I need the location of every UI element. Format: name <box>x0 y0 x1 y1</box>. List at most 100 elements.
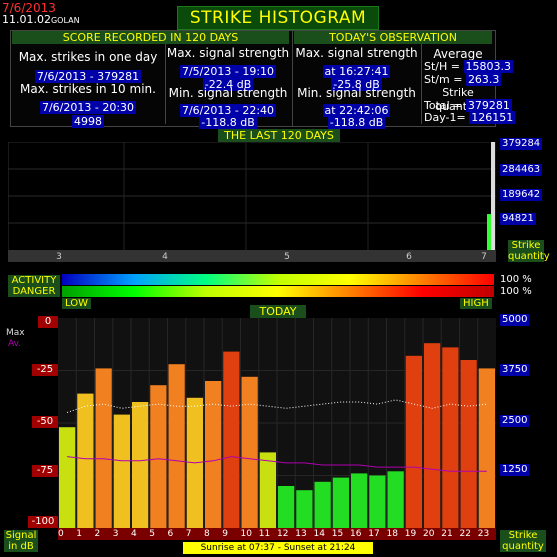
today-obs-heading: TODAY'S OBSERVATION <box>294 31 492 44</box>
today-bar <box>351 473 368 528</box>
day1-label: Day-1= <box>424 111 466 124</box>
min-signal-label: Min. signal strength <box>168 86 288 100</box>
max-signal-label: Max. signal strength <box>166 46 290 60</box>
last120-x-label: 3 <box>56 252 62 262</box>
average-label: Average <box>433 47 483 61</box>
last120-y-tick: 189642 <box>500 189 543 201</box>
today-bar <box>369 475 386 528</box>
stm-row: St/m = 263.3 <box>424 73 502 86</box>
last120-plot-area <box>8 142 496 262</box>
last120-heading: THE LAST 120 DAYS <box>218 129 340 142</box>
version-label: 11.01.02GOLAN <box>2 13 80 26</box>
today-max-signal-value: -25.8 dB <box>331 78 382 91</box>
today-hour-label: 20 <box>423 529 435 539</box>
sun-times: Sunrise at 07:37 - Sunset at 21:24 <box>183 542 373 554</box>
max-one-day-value: 7/6/2013 - 379281 <box>34 70 142 83</box>
today-bar <box>442 347 459 528</box>
activity-percent: 100 % <box>500 274 532 285</box>
last120-x-label: 4 <box>162 252 168 262</box>
last120-y-tick: 284463 <box>500 164 543 176</box>
max-signal-time: 7/5/2013 - 19:10 <box>179 65 277 78</box>
today-max-signal-label: Max. signal strength <box>295 46 418 60</box>
min-signal-value: -118.8 dB <box>199 116 257 129</box>
last120-x-axis <box>8 250 496 262</box>
last120-bar <box>491 142 495 250</box>
total-row: Total = 379281 <box>424 99 512 112</box>
today-bar <box>241 376 258 528</box>
today-bar <box>113 414 130 528</box>
today-hour-label: 15 <box>331 529 344 539</box>
quantity-text: quantity <box>508 251 550 262</box>
today-bar <box>59 427 76 528</box>
sth-value: 15803.3 <box>463 60 513 73</box>
today-bar <box>296 490 313 528</box>
today-min-signal-time: at 22:42:06 <box>322 104 391 117</box>
today-bar <box>314 481 331 528</box>
today-hour-label: 4 <box>131 529 137 539</box>
today-chart <box>58 318 496 528</box>
in-db-text: in dB <box>8 541 34 552</box>
today-right-tick: 3750 <box>500 364 530 376</box>
sth-label: St/H = <box>424 60 460 73</box>
last120-y-tick: 94821 <box>500 213 536 225</box>
version-number: 11.01.02 <box>2 13 51 26</box>
today-right-tick: 5000 <box>500 314 530 326</box>
today-hour-label: 11 <box>258 529 271 539</box>
last120-bar <box>487 214 491 250</box>
today-bar <box>95 368 112 528</box>
stm-value: 263.3 <box>465 73 502 86</box>
max-10min-count: 4998 <box>72 115 104 128</box>
today-left-tick: -100 <box>28 516 58 528</box>
signal-text: Signal <box>5 530 37 541</box>
today-bar <box>77 393 94 528</box>
today-left-tick: -50 <box>32 416 58 428</box>
danger-label: DANGER <box>8 286 60 297</box>
today-bar <box>332 477 349 528</box>
today-bar <box>205 381 222 528</box>
strike-text: Strike <box>508 530 538 541</box>
stm-label: St/m = <box>424 73 463 86</box>
date-label: 7/6/2013 <box>2 1 56 15</box>
today-hour-label: 6 <box>167 529 174 539</box>
today-left-tick: -25 <box>32 364 58 376</box>
high-label: HIGH <box>460 298 492 309</box>
today-min-signal-value: -118.8 dB <box>327 116 386 129</box>
last120-x-label: 5 <box>284 252 290 262</box>
today-x-axis: 0 1 2 3 4 5 6 7 8 9 10 11 12 13 14 15 16 17 18 19 20 21 22 23 <box>58 528 496 540</box>
today-hour-label: 7 <box>185 529 192 539</box>
today-bar <box>387 471 404 528</box>
today-max-signal-time: at 16:27:41 <box>322 65 391 78</box>
day1-row: Day-1= 126151 <box>424 111 516 124</box>
sth-row: St/H = 15803.3 <box>424 60 513 73</box>
today-bar <box>424 343 441 528</box>
today-bar <box>132 402 149 528</box>
today-bar <box>259 452 276 528</box>
today-bar <box>223 351 240 528</box>
today-right-tick: 2500 <box>500 415 530 427</box>
today-hour-label: 14 <box>313 529 325 539</box>
danger-percent: 100 % <box>500 286 532 297</box>
last120-x-label: 6 <box>406 252 412 262</box>
max-10min-time: 7/6/2013 - 20:30 <box>39 101 137 114</box>
record-heading: SCORE RECORDED IN 120 DAYS <box>12 31 289 44</box>
danger-scale-bar <box>62 286 494 297</box>
today-hour-label: 3 <box>112 529 119 539</box>
divider <box>421 44 422 124</box>
today-left-tick: -75 <box>32 465 58 477</box>
activity-label: ACTIVITY <box>8 275 60 286</box>
page-title: STRIKE HISTOGRAM <box>177 6 379 30</box>
today-hour-label: 9 <box>222 529 228 539</box>
low-label: LOW <box>62 298 91 309</box>
today-hour-label: 16 <box>350 529 362 539</box>
today-hour-label: 19 <box>404 529 417 539</box>
today-hour-label: 17 <box>368 529 380 539</box>
today-right-tick: 1250 <box>500 464 530 476</box>
max-signal-value: -22.4 dB <box>202 78 254 91</box>
site-name: GOLAN <box>50 16 80 25</box>
today-min-signal-label: Min. signal strength <box>297 86 416 100</box>
today-bar <box>460 360 477 528</box>
today-bar <box>150 385 167 528</box>
today-bar <box>278 486 295 528</box>
today-hour-label: 5 <box>149 529 155 539</box>
divider <box>165 44 166 124</box>
